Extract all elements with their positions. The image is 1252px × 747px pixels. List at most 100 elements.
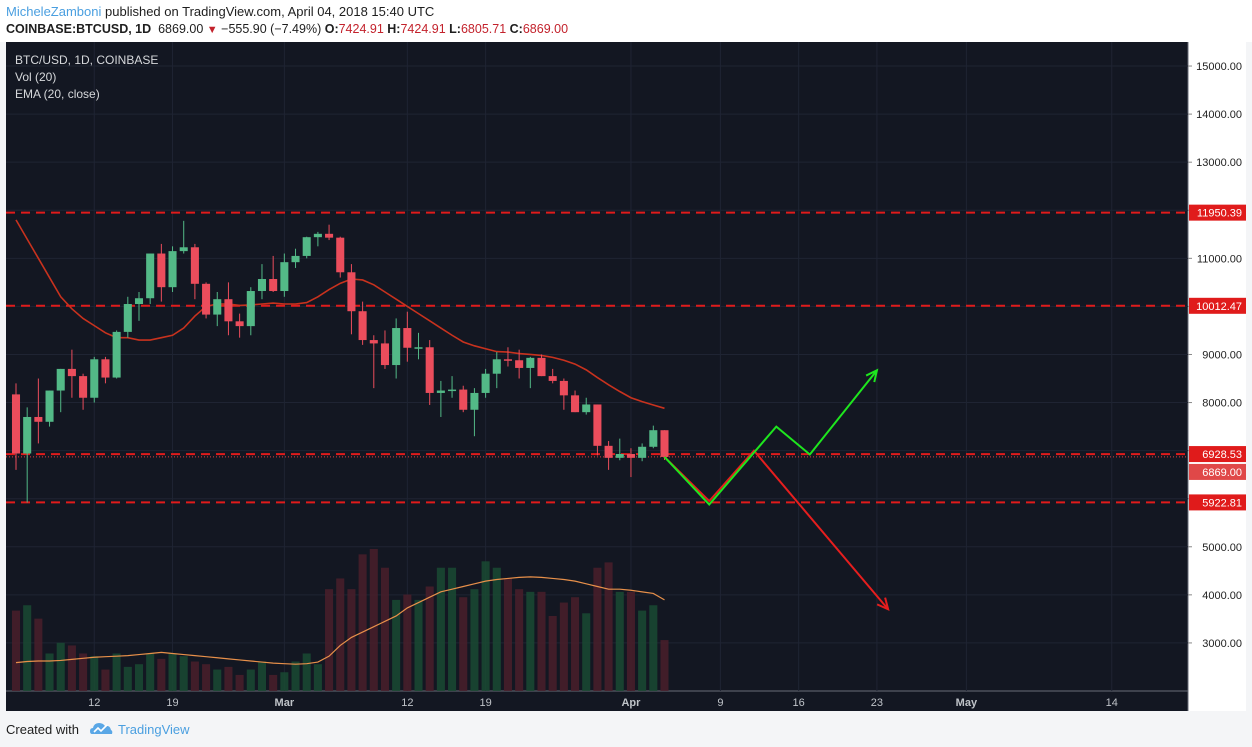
candle-body [638,446,647,458]
volume-bar [224,666,233,691]
high-value: 7424.91 [400,22,446,36]
volume-bar [101,669,110,691]
candle-body [336,237,345,273]
candle-body [157,253,166,288]
time-tick-label: 9 [717,697,723,709]
volume-bar [146,653,155,691]
volume-bar [291,661,300,691]
candle-body [224,299,233,322]
candle-body [548,376,557,381]
quote-line: COINBASE:BTCUSD, 1D 6869.00 ▼ −555.90 (−… [6,22,568,36]
volume-bar [425,586,434,691]
volume-bar [571,597,580,691]
candle-body [481,373,490,393]
projection-paths[interactable] [663,368,890,612]
symbol-label: COINBASE:BTCUSD, 1D [6,22,152,36]
candle-body [257,279,267,292]
candle-body [414,347,423,349]
volume-bar [515,589,524,691]
candle-body [448,389,457,392]
candle-body [325,233,334,238]
candle-body [202,283,211,315]
price-tick-label: 3000.00 [1202,638,1242,650]
candle-body [526,357,535,368]
volume-bar [34,618,43,691]
candle-body [392,328,401,366]
bullish-projection-arrowhead [865,368,879,383]
ema-line [15,219,665,410]
volume-bar [559,602,568,691]
price-axis[interactable] [1188,42,1246,711]
bearish-projection [663,449,889,610]
legend-ema: EMA (20, close) [15,87,100,101]
volume-bar [257,661,267,691]
candle-body [436,390,445,393]
volume-bars [11,548,669,691]
level-price-label-box [1189,494,1246,511]
candle-body [492,359,501,374]
volume-bar [347,589,356,691]
candle-body [302,237,311,256]
volume-bar [45,653,54,691]
down-triangle-icon: ▼ [206,24,218,36]
volume-bar [503,578,512,691]
price-tick-label: 13000.00 [1196,157,1242,169]
low-value: 6805.71 [460,22,507,36]
volume-bar [414,599,423,691]
volume-bar [481,561,490,691]
candle-body [56,368,65,391]
tradingview-link[interactable]: TradingView [118,722,190,737]
price-tick-label: 11000.00 [1197,253,1242,265]
price-tick-label: 9000.00 [1202,349,1242,361]
last-price-label-box [1189,463,1246,480]
candle-body [123,304,132,332]
volume-bar [168,653,177,691]
candle-body [45,390,54,422]
level-price-label-box [1189,204,1246,221]
level-price-label: 11950.39 [1197,208,1242,220]
time-axis-ticks: 12 19 Mar 12 19 Apr 9 16 23 May 14 [88,697,1118,709]
time-tick-label: 12 [401,697,413,709]
tradingview-logo-icon[interactable] [88,720,114,738]
bullish-projection [663,369,878,506]
time-tick-label: 19 [166,697,178,709]
level-price-label-box [1189,297,1246,314]
candle-body [582,404,591,413]
volume-bar [358,554,367,691]
volume-bar [302,653,311,691]
candle-body [90,359,99,398]
candle-body [660,430,669,457]
price-tick-label: 4000.00 [1202,590,1242,602]
level-price-label-box [1189,446,1246,463]
candle-body [347,272,356,312]
candle-body [146,253,155,299]
volume-bar [492,567,501,691]
candle-body [459,389,468,410]
low-label: L: [449,22,461,36]
candle-body [168,251,177,288]
volume-bar [325,589,334,691]
volume-bar [638,610,647,691]
volume-bar [134,664,144,691]
volume-bar [56,642,65,691]
candle-body [515,360,524,368]
candle-body [649,430,658,447]
publish-info: published on TradingView.com, April 04, … [105,4,435,19]
time-tick-label: 19 [479,697,491,709]
volume-ma-path [15,576,665,665]
volume-bar [202,664,211,691]
candlesticks[interactable] [11,220,669,503]
author-link[interactable]: MicheleZamboni [6,4,102,19]
candle-body [280,262,289,292]
volume-bar [403,594,412,691]
level-price-label: 10012.47 [1196,301,1242,313]
volume-bar [459,597,468,691]
candle-body [101,359,110,378]
price-tick-label: 14000.00 [1196,109,1242,121]
price-chart[interactable]: 3000.004000.005000.006000.007000.008000.… [0,42,1252,711]
price-tick-label: 15000.00 [1196,61,1242,73]
candle-body [112,331,121,378]
price-tick-label: 5000.00 [1202,542,1242,554]
candle-body [403,328,412,348]
level-price-label: 5922.81 [1202,497,1242,509]
